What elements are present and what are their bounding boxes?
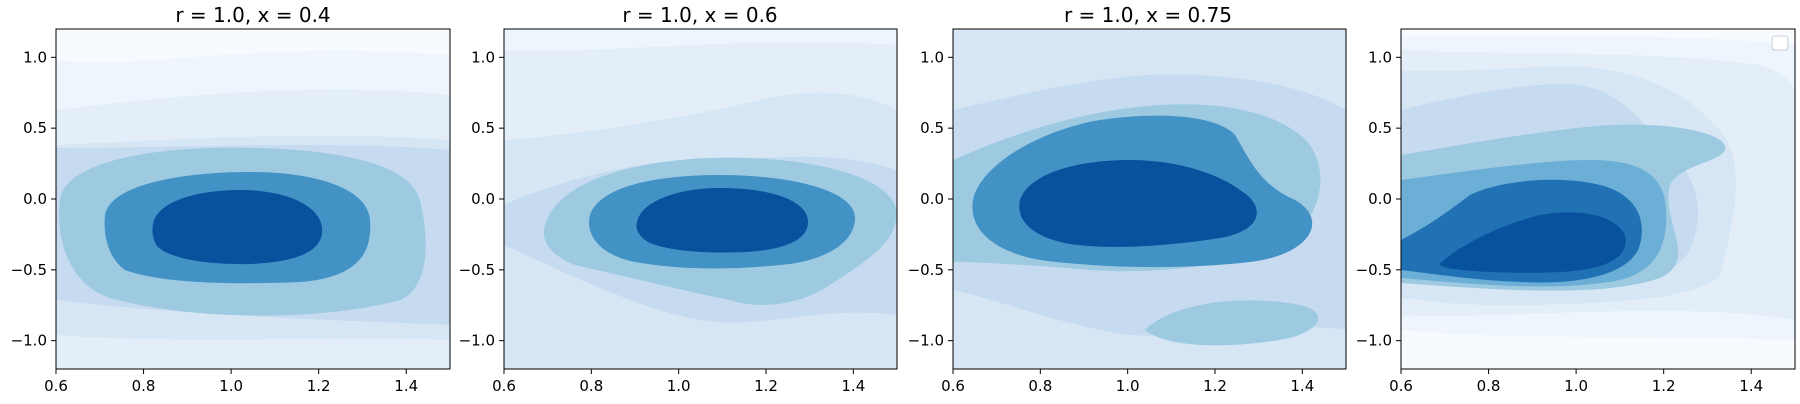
y-tick-label: 0.0 (471, 190, 495, 208)
x-tick-label: 0.8 (579, 377, 603, 395)
y-tick-label: 0.5 (1368, 119, 1392, 137)
contour-level-9 (152, 190, 323, 265)
contour-plot (504, 29, 897, 369)
contour-plot (953, 29, 1346, 369)
x-tick-label: 1.0 (219, 377, 243, 395)
x-tick-label: 1.2 (307, 377, 331, 395)
y-axis: −1.0 −0.5 0.0 0.5 1.0 (1356, 48, 1401, 350)
x-tick-label: 0.6 (941, 377, 965, 395)
x-tick-label: 0.8 (1028, 377, 1052, 395)
x-tick-label: 1.4 (841, 377, 865, 395)
contour-plot (56, 29, 450, 369)
contour-level-9 (636, 188, 808, 253)
contour-level-5 (1145, 300, 1319, 346)
y-tick-label: 1.0 (471, 48, 495, 66)
contour-plot (1401, 29, 1795, 369)
x-axis: 0.6 0.8 1.0 1.2 1.4 (492, 369, 865, 395)
panel-2: r = 1.0, x = 0.6 0.6 0.8 1.0 1.2 1.4 −1.0 −0.… (459, 3, 898, 395)
x-axis: 0.6 0.8 1.0 1.2 1.4 (44, 369, 418, 395)
y-tick-label: −0.5 (11, 261, 47, 279)
y-tick-label: −0.5 (459, 261, 495, 279)
y-tick-label: −1.0 (11, 332, 47, 350)
x-tick-label: 1.0 (1564, 377, 1588, 395)
panel-4: 0.6 0.8 1.0 1.2 1.4 −1.0 −0.5 0.0 0.5 1.0 (1356, 28, 1796, 395)
y-tick-label: −0.5 (908, 261, 944, 279)
panel-title: r = 1.0, x = 0.4 (175, 3, 330, 27)
x-tick-label: 1.2 (1652, 377, 1676, 395)
legend-box (1771, 35, 1789, 51)
x-tick-label: 1.4 (1739, 377, 1763, 395)
x-tick-label: 1.2 (1203, 377, 1227, 395)
x-tick-label: 0.8 (132, 377, 156, 395)
panel-title: r = 1.0, x = 0.75 (1064, 3, 1232, 27)
x-tick-label: 0.8 (1477, 377, 1501, 395)
y-tick-label: 0.5 (23, 119, 47, 137)
x-tick-label: 1.4 (1290, 377, 1314, 395)
x-axis: 0.6 0.8 1.0 1.2 1.4 (1389, 369, 1763, 395)
panel-title: r = 1.0, x = 0.6 (622, 3, 777, 27)
y-axis: −1.0 −0.5 0.0 0.5 1.0 (459, 48, 504, 350)
y-tick-label: 0.0 (920, 190, 944, 208)
x-tick-label: 0.6 (44, 377, 68, 395)
y-tick-label: 1.0 (23, 48, 47, 66)
x-tick-label: 1.0 (1116, 377, 1140, 395)
x-tick-label: 1.0 (667, 377, 691, 395)
y-axis: −1.0 −0.5 0.0 0.5 1.0 (11, 48, 56, 350)
y-tick-label: 0.5 (920, 119, 944, 137)
x-tick-label: 1.2 (754, 377, 778, 395)
x-tick-label: 0.6 (1389, 377, 1413, 395)
y-tick-label: −1.0 (908, 332, 944, 350)
y-axis: −1.0 −0.5 0.0 0.5 1.0 (908, 48, 953, 350)
x-tick-label: 1.4 (394, 377, 418, 395)
x-axis: 0.6 0.8 1.0 1.2 1.4 (941, 369, 1314, 395)
panel-1: r = 1.0, x = 0.4 0.6 0.8 1.0 1.2 1.4 −1.0 −0.… (11, 3, 451, 395)
y-tick-label: 0.0 (1368, 190, 1392, 208)
y-tick-label: 1.0 (1368, 48, 1392, 66)
y-tick-label: −1.0 (1356, 332, 1392, 350)
contour-level-9 (1019, 160, 1257, 247)
x-tick-label: 0.6 (492, 377, 516, 395)
panel-3: r = 1.0, x = 0.75 0.6 0.8 1.0 1.2 1.4 −1.0 −0… (908, 3, 1347, 395)
y-tick-label: 0.0 (23, 190, 47, 208)
y-tick-label: −0.5 (1356, 261, 1392, 279)
y-tick-label: −1.0 (459, 332, 495, 350)
contour-level-9 (1440, 212, 1626, 273)
y-tick-label: 0.5 (471, 119, 495, 137)
y-tick-label: 1.0 (920, 48, 944, 66)
